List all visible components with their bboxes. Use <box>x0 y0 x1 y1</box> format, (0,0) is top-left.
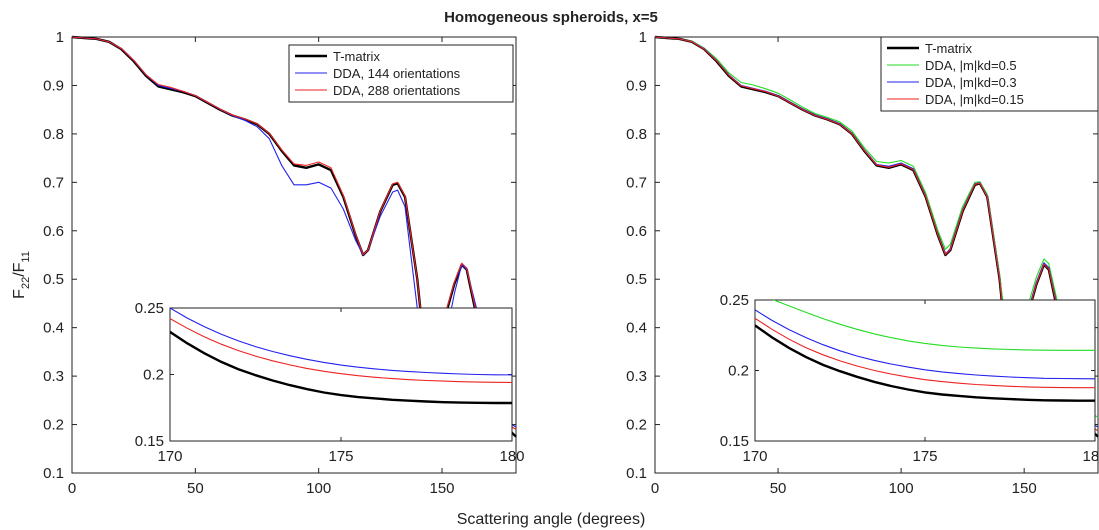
figure-title: Homogeneous spheroids, x=5 <box>444 9 658 26</box>
y-label-main: F <box>11 289 28 299</box>
y-tick-label: 1 <box>639 29 647 46</box>
y-label-sep: /F <box>11 262 28 276</box>
inset-x-tick-label: 180 <box>499 448 524 465</box>
legend-label-3: DDA, |m|kd=0.15 <box>925 92 1024 107</box>
y-tick-label: 0.7 <box>43 174 64 191</box>
right-panel: 0.1 0.2 0.3 0.4 0.5 0.6 0.7 0.8 0.9 1 0 50 100 150 0.1… <box>626 29 1099 497</box>
legend-label-0: T-matrix <box>333 49 380 64</box>
legend-label-1: DDA, |m|kd=0.5 <box>925 58 1017 73</box>
x-tick-label: 0 <box>68 480 76 497</box>
y-tick-label: 0.3 <box>626 368 647 385</box>
inset-area <box>754 299 1096 442</box>
x-tick-label: 150 <box>1012 480 1037 497</box>
y-axis-label: F22/F11 <box>11 251 32 299</box>
y-tick-label: 0.9 <box>626 77 647 94</box>
y-tick-label: 0.6 <box>43 223 64 240</box>
x-tick-label: 100 <box>889 480 914 497</box>
inset-x-tick-label: 175 <box>912 448 937 465</box>
x-tick-label: 100 <box>306 480 331 497</box>
x-axis-label: Scattering angle (degrees) <box>457 511 646 528</box>
inset-y-tick-label: 0.2 <box>143 367 164 384</box>
inset-series-line-0 <box>755 324 1095 402</box>
inset-y-tick-label: 0.25 <box>720 292 749 309</box>
inset-plot: 0.15 0.2 0.25 170 175 180 <box>135 300 525 465</box>
legend: T-matrix DDA, 144 orientations DDA, 288 or… <box>288 44 514 103</box>
inset-series-line-3 <box>755 317 1095 389</box>
y-tick-label: 0.4 <box>43 320 64 337</box>
inset-x-tick-label: 170 <box>742 448 767 465</box>
legend-label-2: DDA, 288 orientations <box>333 83 461 98</box>
legend: T-matrix DDA, |m|kd=0.5 DDA, |m|kd=0.3 DDA,… <box>880 36 1099 112</box>
inset-series-line-1 <box>170 308 512 376</box>
y-tick-label: 0.1 <box>43 465 64 482</box>
legend-label-1: DDA, 144 orientations <box>333 66 461 81</box>
y-label-sub2: 11 <box>20 251 32 262</box>
inset-y-tick-label: 0.2 <box>728 363 749 380</box>
y-tick-label: 0.8 <box>43 126 64 143</box>
x-tick-label: 0 <box>651 480 659 497</box>
inset-series-line-2 <box>755 309 1095 380</box>
x-tick-label: 150 <box>429 480 454 497</box>
y-label-sub1: 22 <box>20 277 32 289</box>
y-tick-label: 0.2 <box>626 417 647 434</box>
inset-series-line-1 <box>772 300 1095 351</box>
inset-x-tick-label: 170 <box>157 448 182 465</box>
y-tick-label: 0.5 <box>626 271 647 288</box>
y-tick-label: 0.6 <box>626 223 647 240</box>
x-tick-label: 50 <box>770 480 787 497</box>
y-tick-label: 0.9 <box>43 77 64 94</box>
left-panel: 0.1 0.2 0.3 0.4 0.5 0.6 0.7 0.8 0.9 1 0 50 100 150 0.1… <box>43 29 524 497</box>
y-tick-label: 0.3 <box>43 368 64 385</box>
inset-series-line-0 <box>170 330 512 405</box>
legend-label-2: DDA, |m|kd=0.3 <box>925 75 1017 90</box>
inset-series-line-2 <box>170 318 512 384</box>
y-tick-label: 0.7 <box>626 174 647 191</box>
inset-y-tick-label: 0.15 <box>720 433 749 450</box>
x-tick-label: 50 <box>187 480 204 497</box>
inset-plot: 0.15 0.2 0.25 170 175 180 <box>720 292 1099 465</box>
y-tick-label: 0.4 <box>626 320 647 337</box>
legend-label-0: T-matrix <box>925 41 972 56</box>
y-tick-label: 0.8 <box>626 126 647 143</box>
inset-x-tick-label: 180 <box>1082 448 1099 465</box>
y-tick-label: 0.2 <box>43 417 64 434</box>
y-tick-label: 0.5 <box>43 271 64 288</box>
y-tick-label: 0.1 <box>626 465 647 482</box>
inset-y-tick-label: 0.15 <box>135 433 164 450</box>
y-tick-label: 1 <box>56 29 64 46</box>
inset-x-tick-label: 175 <box>328 448 353 465</box>
inset-y-tick-label: 0.25 <box>135 300 164 317</box>
